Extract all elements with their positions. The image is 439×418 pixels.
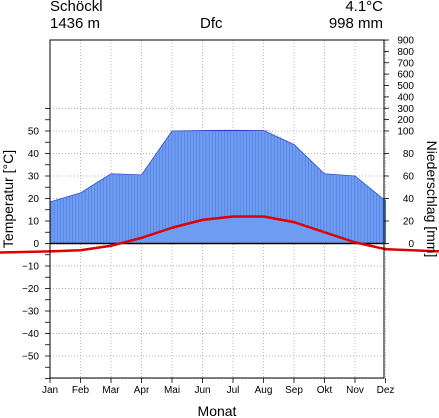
- left-tick-label: 0: [33, 239, 39, 250]
- month-label: Jul: [227, 385, 240, 396]
- left-tick-label: −30: [22, 307, 39, 318]
- plot-border: [49, 39, 385, 379]
- precipitation-area: [49, 129, 386, 244]
- right-tick-label: 60: [403, 172, 415, 183]
- month-label: Apr: [134, 385, 150, 396]
- month-label: Jun: [194, 385, 210, 396]
- left-axis-label: Temperatur [°C]: [0, 150, 16, 248]
- left-tick-label: −10: [22, 262, 39, 273]
- left-tick-label: −50: [22, 352, 39, 363]
- month-label: Nov: [346, 385, 364, 396]
- right-tick-label: 20: [403, 217, 415, 228]
- month-label: Okt: [317, 385, 333, 396]
- right-tick-label: 900: [397, 36, 414, 47]
- precipitation-humid-area: [233, 130, 264, 131]
- right-tick-label: 200: [397, 115, 414, 126]
- right-tick-label: 600: [397, 70, 414, 81]
- right-tick-label: 400: [397, 92, 414, 103]
- right-tick-label: 0: [408, 239, 414, 250]
- month-label: Jan: [42, 385, 58, 396]
- month-label: Dez: [377, 385, 395, 396]
- station-name: Schöckl: [50, 0, 103, 15]
- temperature-line: [49, 215, 386, 253]
- climate-class: Dfc: [200, 15, 223, 32]
- left-tick-label: 50: [28, 127, 40, 138]
- mean-temperature: 4.1°C: [345, 0, 383, 15]
- left-tick-label: −20: [22, 284, 39, 295]
- right-tick-label: 300: [397, 104, 414, 115]
- right-tick-label: 40: [403, 194, 415, 205]
- month-label: Aug: [255, 385, 273, 396]
- temperature-line-lead: [0, 250, 51, 254]
- left-tick-label: −40: [22, 329, 39, 340]
- month-label: Mar: [102, 385, 120, 396]
- month-label: Sep: [285, 385, 303, 396]
- x-axis-label: Monat: [198, 403, 237, 418]
- annual-precipitation: 998 mm: [328, 15, 383, 32]
- right-tick-label: 100: [397, 127, 414, 138]
- left-tick-label: 30: [28, 172, 40, 183]
- right-tick-label: 800: [397, 47, 414, 58]
- temperature-line-tail: [383, 247, 439, 253]
- right-tick-label: 80: [403, 149, 415, 160]
- precipitation-humid-area: [202, 130, 233, 131]
- right-tick-label: 700: [397, 58, 414, 69]
- left-tick-label: 20: [28, 194, 40, 205]
- right-tick-label: 500: [397, 81, 414, 92]
- left-tick-label: 40: [28, 149, 40, 160]
- right-axis-label: Niederschlag [mm]: [424, 141, 439, 258]
- month-label: Mai: [164, 385, 180, 396]
- left-tick-label: 10: [28, 217, 40, 228]
- station-elevation: 1436 m: [50, 15, 101, 32]
- month-label: Feb: [72, 385, 90, 396]
